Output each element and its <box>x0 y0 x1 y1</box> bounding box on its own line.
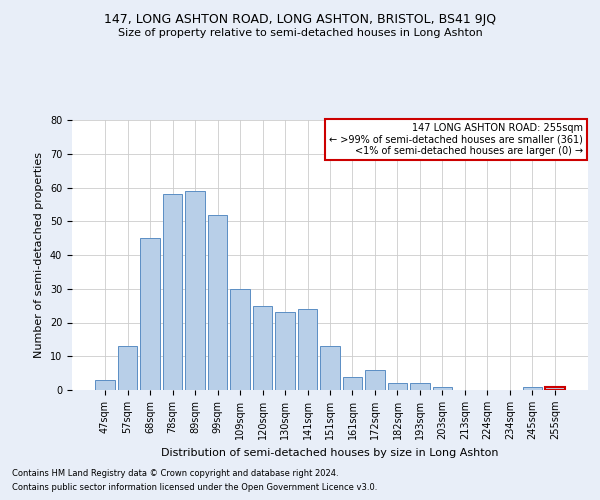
Bar <box>253 306 272 390</box>
Text: 147, LONG ASHTON ROAD, LONG ASHTON, BRISTOL, BS41 9JQ: 147, LONG ASHTON ROAD, LONG ASHTON, BRIS… <box>104 12 496 26</box>
X-axis label: Distribution of semi-detached houses by size in Long Ashton: Distribution of semi-detached houses by … <box>161 448 499 458</box>
Bar <box>298 309 317 390</box>
Text: 147 LONG ASHTON ROAD: 255sqm
← >99% of semi-detached houses are smaller (361)
<1: 147 LONG ASHTON ROAD: 255sqm ← >99% of s… <box>329 122 583 156</box>
Bar <box>343 376 362 390</box>
Bar <box>118 346 137 390</box>
Bar <box>410 383 430 390</box>
Bar <box>163 194 182 390</box>
Bar <box>185 191 205 390</box>
Bar <box>208 214 227 390</box>
Bar <box>388 383 407 390</box>
Bar <box>433 386 452 390</box>
Text: Contains HM Land Registry data © Crown copyright and database right 2024.: Contains HM Land Registry data © Crown c… <box>12 468 338 477</box>
Text: Size of property relative to semi-detached houses in Long Ashton: Size of property relative to semi-detach… <box>118 28 482 38</box>
Bar <box>365 370 385 390</box>
Bar <box>523 386 542 390</box>
Bar <box>230 289 250 390</box>
Bar <box>320 346 340 390</box>
Y-axis label: Number of semi-detached properties: Number of semi-detached properties <box>34 152 44 358</box>
Bar <box>95 380 115 390</box>
Bar <box>140 238 160 390</box>
Bar <box>275 312 295 390</box>
Text: Contains public sector information licensed under the Open Government Licence v3: Contains public sector information licen… <box>12 484 377 492</box>
Bar <box>545 386 565 390</box>
